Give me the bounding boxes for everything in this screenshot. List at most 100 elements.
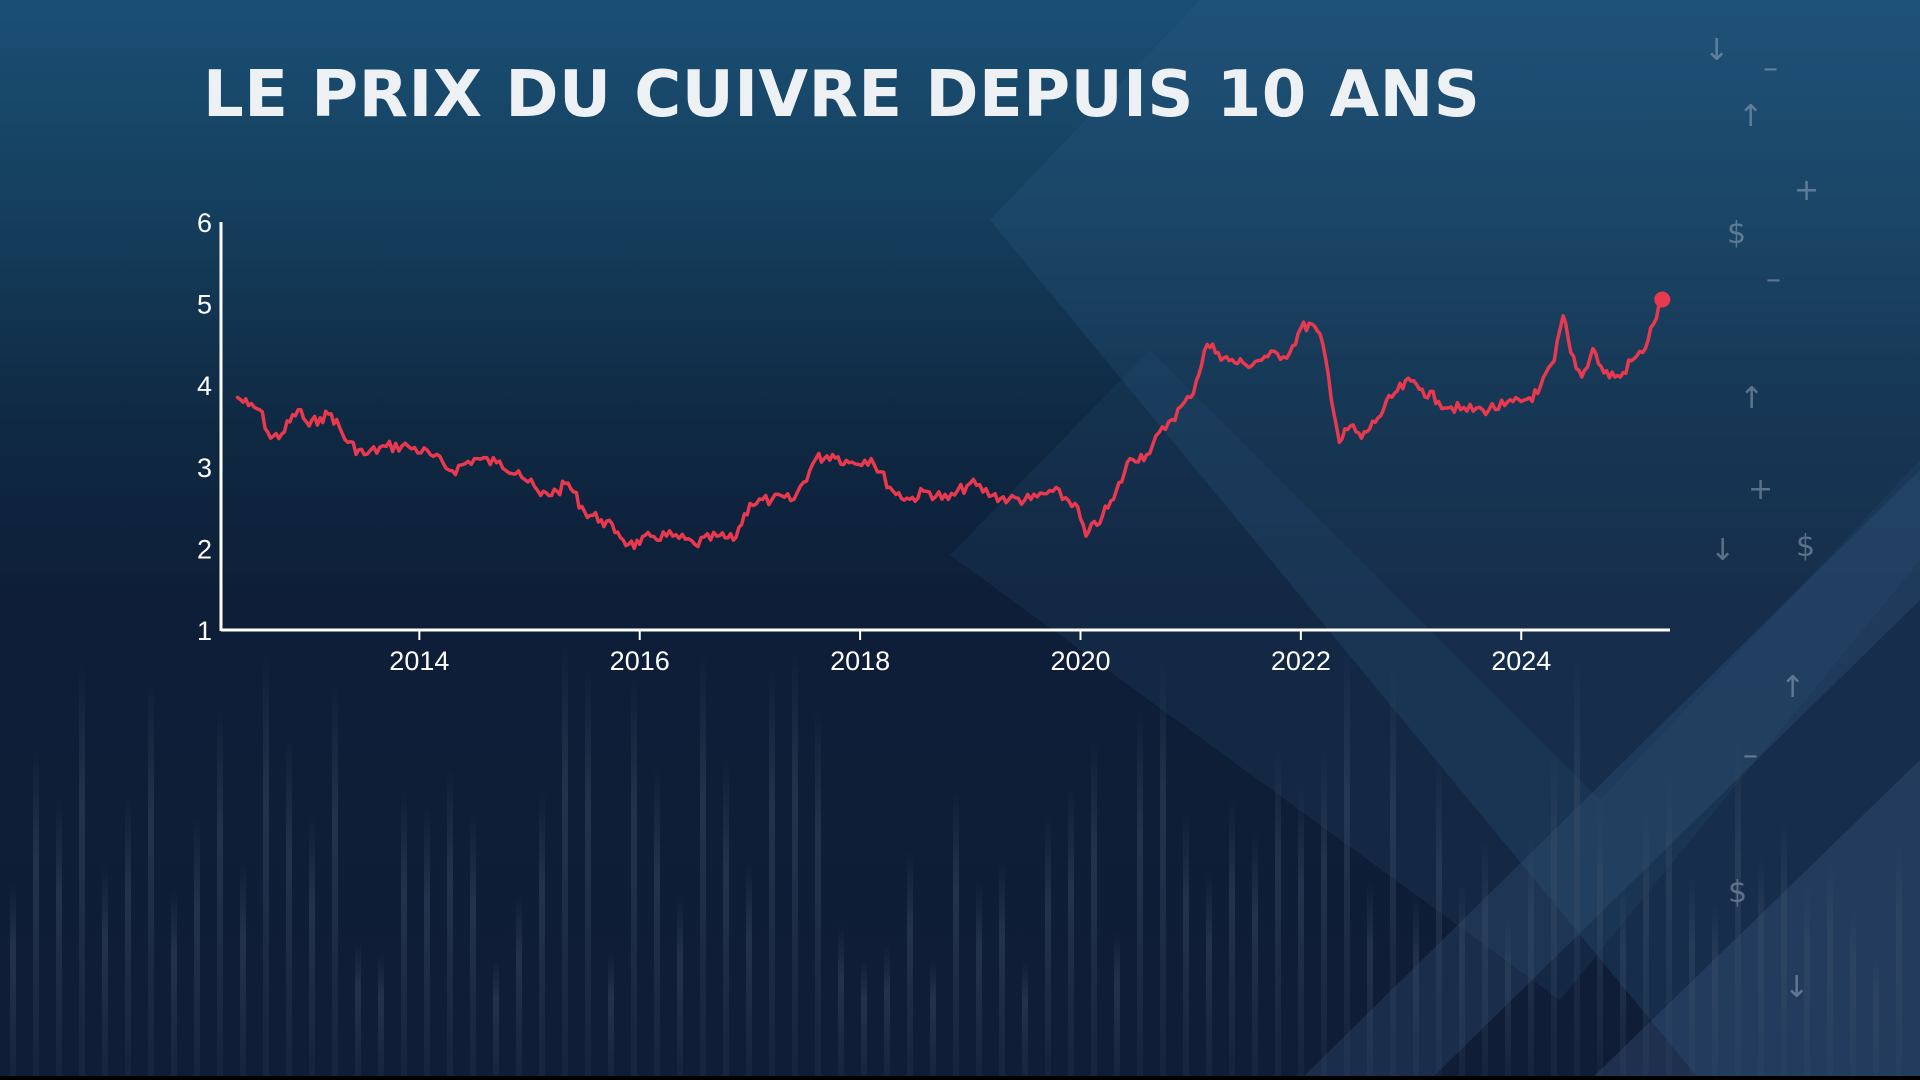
background-bar xyxy=(861,957,867,1080)
background-bar xyxy=(171,888,177,1080)
background-bar xyxy=(907,848,913,1080)
y-axis-ticks: 1 2 3 4 5 6 xyxy=(197,208,212,646)
background-bar xyxy=(424,803,430,1080)
background-symbol: ↓ xyxy=(1710,533,1735,568)
background-bar xyxy=(562,637,568,1080)
background-symbol: ↑ xyxy=(1738,99,1763,134)
background-bar xyxy=(1459,880,1465,1080)
background-bar xyxy=(1804,885,1810,1080)
background-bar xyxy=(378,952,384,1080)
background-bar xyxy=(1735,736,1741,1080)
background-bar xyxy=(1045,813,1051,1080)
background-bar xyxy=(999,858,1005,1080)
background-bar xyxy=(1643,808,1649,1080)
background-bar xyxy=(447,764,453,1080)
background-bar xyxy=(309,812,315,1080)
background-symbol: $ xyxy=(1728,875,1747,910)
background-bar xyxy=(1505,912,1511,1080)
background-bar xyxy=(1298,780,1304,1080)
background-symbol: ↑ xyxy=(1780,670,1805,705)
background-bar xyxy=(1781,814,1787,1080)
background-bar xyxy=(148,677,154,1080)
background-bar xyxy=(286,733,292,1080)
background-bar xyxy=(838,923,844,1080)
background-bar xyxy=(1528,832,1534,1080)
background-bar xyxy=(1091,735,1097,1080)
background-bar xyxy=(769,663,775,1080)
background-bar xyxy=(1620,880,1626,1080)
background-bar xyxy=(1068,783,1074,1080)
background-bar xyxy=(56,793,62,1080)
background-bar xyxy=(1114,930,1120,1080)
bottom-edge xyxy=(0,1076,1920,1080)
background-chevron-shape xyxy=(1300,470,1920,1080)
background-bar xyxy=(884,944,890,1080)
background-bar xyxy=(1712,898,1718,1080)
background-bar xyxy=(1321,747,1327,1080)
y-tick-label: 3 xyxy=(197,453,212,483)
background-bar xyxy=(493,957,499,1080)
background-symbol: – xyxy=(1743,738,1758,773)
background-bar xyxy=(1390,659,1396,1080)
x-tick-label: 2014 xyxy=(389,646,449,676)
background-bar xyxy=(1160,657,1166,1080)
background-chevron-shape xyxy=(1590,760,1920,1080)
background-bar xyxy=(1137,705,1143,1080)
background-bar xyxy=(1482,837,1488,1080)
background-bar xyxy=(1275,745,1281,1080)
background-symbols: ↓–↑+$–↑+↓ $↑–$↓ xyxy=(1704,33,1819,1005)
y-tick-label: 4 xyxy=(197,371,212,401)
background-bar xyxy=(1827,860,1833,1080)
background-bar xyxy=(1666,769,1672,1080)
background-bar xyxy=(125,791,131,1080)
background-bar xyxy=(585,663,591,1080)
chart-title: LE PRIX DU CUIVRE DEPUIS 10 ANS xyxy=(203,58,1481,132)
background-symbol: + xyxy=(1794,173,1819,208)
background-bar xyxy=(953,787,959,1080)
background-bar xyxy=(976,879,982,1080)
x-tick-label: 2024 xyxy=(1491,646,1551,676)
x-tick-label: 2016 xyxy=(610,646,670,676)
x-tick-label: 2020 xyxy=(1050,646,1110,676)
background-bar xyxy=(631,672,637,1080)
background-bar xyxy=(332,682,338,1080)
series-line-copper-price xyxy=(235,297,1665,551)
background-bar xyxy=(1367,879,1373,1080)
series-end-marker xyxy=(1654,291,1671,308)
background-bar xyxy=(470,810,476,1080)
x-axis-ticks: 2014 2016 2018 2020 2022 2024 xyxy=(389,630,1551,676)
background-bar xyxy=(930,956,936,1080)
background-bar xyxy=(815,703,821,1080)
y-tick-label: 1 xyxy=(197,616,212,646)
background-bar xyxy=(102,862,108,1080)
background-bar xyxy=(1597,793,1603,1080)
background-bar xyxy=(1022,959,1028,1080)
background-bar xyxy=(1758,854,1764,1080)
background-bar xyxy=(263,651,269,1080)
background-bar xyxy=(1344,641,1350,1080)
background-symbol: $ xyxy=(1796,529,1815,564)
background-bar xyxy=(194,813,200,1080)
y-tick-label: 6 xyxy=(197,208,212,238)
background-bar xyxy=(1850,908,1856,1080)
background-symbol: ↓ xyxy=(1784,970,1809,1005)
background-bar xyxy=(792,647,798,1080)
background-chevron-shape xyxy=(990,0,1920,1080)
x-tick-label: 2022 xyxy=(1271,646,1331,676)
background-bar xyxy=(1873,954,1879,1080)
background-bar xyxy=(10,881,16,1080)
background-bar xyxy=(1689,871,1695,1080)
background-bar xyxy=(677,895,683,1080)
background-bar xyxy=(1551,746,1557,1080)
background-bar xyxy=(608,952,614,1080)
background-symbol: – xyxy=(1766,262,1781,297)
background-bar xyxy=(723,755,729,1080)
background-symbol: – xyxy=(1763,51,1778,86)
background-symbol: ↑ xyxy=(1739,381,1764,416)
background-bar xyxy=(516,893,522,1080)
background-symbol: + xyxy=(1748,472,1773,507)
background-bar xyxy=(1252,830,1258,1080)
background-chevron-shape xyxy=(950,350,1920,1000)
